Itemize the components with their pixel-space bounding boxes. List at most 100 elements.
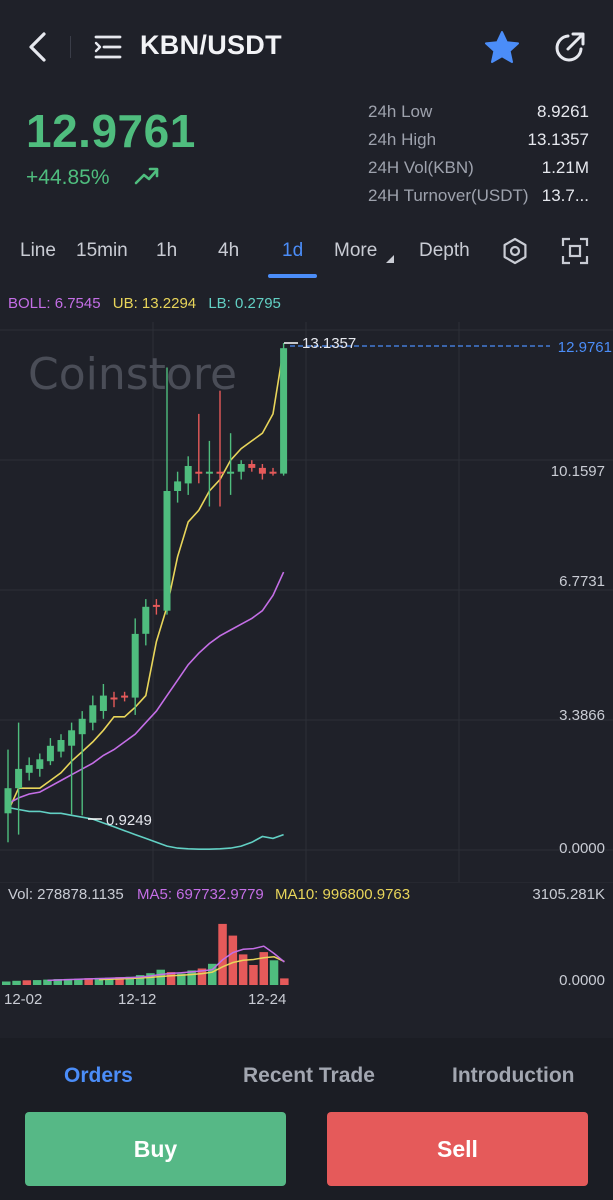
- candle: [142, 599, 150, 646]
- candle-body: [121, 695, 129, 698]
- candle-body: [78, 718, 86, 735]
- exchange-watermark: Coinstore: [28, 349, 237, 400]
- tab-depth[interactable]: Depth: [419, 240, 470, 261]
- volume-ma10-line: [98, 956, 285, 981]
- volume-ma10: MA10: 996800.9763: [275, 886, 410, 903]
- candle-body: [15, 768, 23, 789]
- candle-body: [174, 481, 182, 491]
- volume-bar: [94, 977, 104, 985]
- trend-up-icon: [134, 167, 159, 185]
- volume-bar: [2, 981, 11, 985]
- volume-bar: [249, 965, 258, 985]
- candle: [227, 433, 235, 495]
- tab-orders[interactable]: Orders: [64, 1064, 133, 1087]
- favorite-star-icon[interactable]: [484, 30, 520, 64]
- candle-body: [163, 491, 171, 611]
- volume-bar: [32, 980, 42, 985]
- volume-bar: [166, 972, 176, 985]
- candle-body: [46, 745, 54, 762]
- candle-body: [4, 788, 12, 814]
- stat-label: 24h Low: [368, 102, 433, 121]
- date-label: 12-02: [4, 991, 42, 1008]
- stat-label: 24H Vol(KBN): [368, 158, 474, 177]
- candle-body: [237, 464, 245, 472]
- tab-4h[interactable]: 4h: [218, 240, 240, 261]
- volume-bar: [218, 923, 227, 985]
- candle: [131, 618, 139, 715]
- candle: [184, 456, 192, 495]
- stat-label: 24H Turnover(USDT): [368, 186, 529, 205]
- candle-body: [131, 633, 139, 698]
- candle: [174, 471, 182, 503]
- share-icon[interactable]: [553, 30, 587, 64]
- stat-label: 24h High: [368, 130, 437, 149]
- date-label: 12-24: [248, 991, 286, 1008]
- candle-body: [57, 740, 65, 752]
- volume-bar: [146, 973, 155, 985]
- volume-bar: [105, 977, 114, 985]
- back-arrow-icon[interactable]: [22, 30, 52, 64]
- pair-title[interactable]: KBN/USDT: [140, 30, 282, 60]
- tab-15min[interactable]: 15min: [76, 240, 128, 261]
- candle: [163, 367, 171, 615]
- stat-value: 8.9261: [537, 102, 589, 121]
- volume-bars: [2, 923, 289, 985]
- more-dropdown-icon: [386, 255, 394, 263]
- volume-bar: [115, 977, 124, 985]
- ticker-stats: 24h Low 8.9261 24h High 13.1357 24H Vol(…: [368, 98, 593, 210]
- sell-button[interactable]: Sell: [327, 1112, 588, 1186]
- tab-line[interactable]: Line: [20, 240, 56, 261]
- axis-label: 6.7731: [559, 573, 605, 590]
- candle: [110, 691, 118, 708]
- tab-recent-trade[interactable]: Recent Trade: [243, 1064, 375, 1087]
- pair-list-icon[interactable]: [94, 34, 122, 60]
- boll-lower-value: LB: 0.2795: [208, 295, 281, 312]
- stat-value: 13.1357: [527, 130, 589, 149]
- volume-ma-lines: [47, 945, 285, 982]
- stat-row-24h-high: 24h High 13.1357: [368, 126, 593, 154]
- stat-value: 13.7...: [541, 186, 589, 205]
- candle: [46, 738, 54, 766]
- price-chart[interactable]: Coinstore 12.9761 10.1597 6.7731 3.3866 …: [0, 322, 613, 882]
- tab-1h[interactable]: 1h: [156, 240, 178, 261]
- candle: [89, 695, 97, 731]
- volume-bar: [53, 979, 62, 985]
- candle: [216, 390, 224, 507]
- last-price: 12.9761: [26, 105, 196, 157]
- candle: [78, 711, 86, 816]
- tab-fade-overlay: [0, 1086, 613, 1106]
- tab-introduction[interactable]: Introduction: [452, 1064, 575, 1087]
- candle-body: [248, 464, 256, 468]
- volume-axis-bottom: 0.0000: [559, 972, 605, 989]
- candle-body: [25, 765, 33, 773]
- candle: [258, 464, 266, 480]
- candle: [68, 722, 76, 815]
- boll-indicator-legend: BOLL: 6.7545 UB: 13.2294 LB: 0.2795: [8, 295, 289, 312]
- candle-body: [184, 466, 192, 484]
- volume-bar: [135, 975, 145, 985]
- candle-body: [110, 697, 118, 700]
- candle: [152, 599, 160, 615]
- volume-bar: [187, 970, 196, 985]
- active-tab-indicator: [268, 274, 317, 278]
- chart-settings-gear-icon[interactable]: [500, 236, 530, 266]
- buy-button[interactable]: Buy: [25, 1112, 286, 1186]
- volume-bar: [228, 935, 238, 985]
- tab-1d[interactable]: 1d: [282, 240, 304, 261]
- boll-upper-line: [7, 348, 285, 812]
- volume-chart[interactable]: Vol: 278878.1135 MA5: 697732.9779 MA10: …: [0, 881, 613, 1022]
- volume-value: Vol: 278878.1135: [8, 886, 124, 903]
- volume-bar: [63, 978, 73, 985]
- candle: [205, 440, 213, 507]
- candle-body: [258, 467, 266, 474]
- candle-body: [269, 471, 277, 474]
- date-label: 12-12: [118, 991, 156, 1008]
- boll-bands: [7, 348, 285, 851]
- candle-body: [89, 705, 97, 723]
- candle: [121, 691, 129, 702]
- fullscreen-icon[interactable]: [560, 236, 590, 266]
- volume-bar: [269, 960, 279, 985]
- tab-more[interactable]: More: [334, 240, 378, 261]
- stat-row-24h-turnover: 24H Turnover(USDT) 13.7...: [368, 182, 593, 210]
- volume-panel: Vol: 278878.1135 MA5: 697732.9779 MA10: …: [0, 881, 613, 1022]
